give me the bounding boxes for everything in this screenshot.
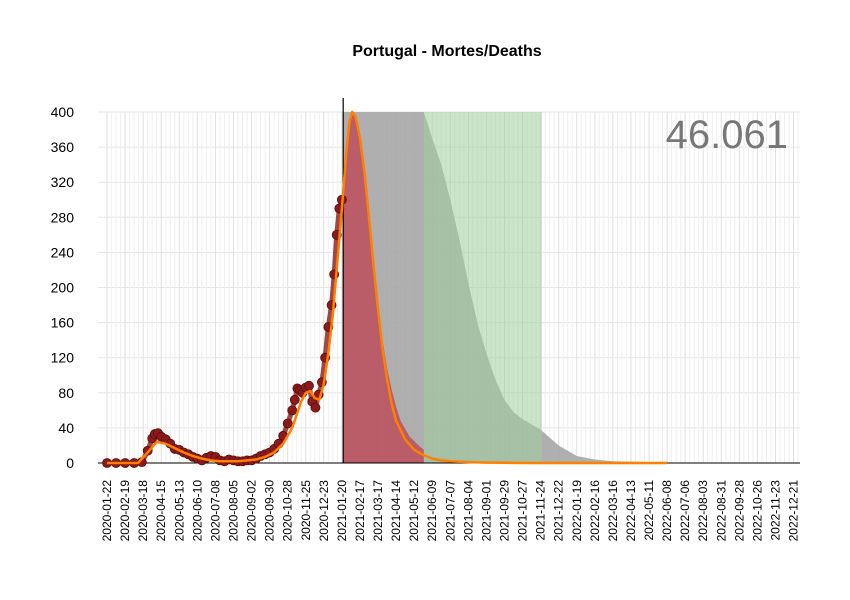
- y-tick-label: 400: [51, 104, 75, 120]
- x-tick-label: 2022-09-28: [732, 480, 746, 542]
- y-tick-label: 320: [51, 174, 75, 190]
- x-tick-label: 2022-06-08: [660, 480, 674, 542]
- x-tick-label: 2021-04-14: [389, 480, 403, 542]
- red-projection-band: [343, 112, 424, 463]
- x-tick-label: 2020-02-19: [118, 480, 132, 542]
- y-tick-label: 240: [51, 244, 75, 260]
- x-tick-label: 2020-05-13: [172, 480, 186, 542]
- observed-point: [310, 402, 321, 413]
- x-tick-label: 2021-05-12: [407, 480, 421, 542]
- x-tick-label: 2021-03-17: [371, 480, 385, 542]
- x-tick-label: 2020-06-10: [190, 480, 204, 542]
- x-tick-label: 2022-12-21: [787, 480, 801, 542]
- x-tick-label: 2021-09-01: [479, 480, 493, 542]
- y-tick-label: 0: [66, 455, 74, 471]
- observed-point: [304, 380, 314, 391]
- observed-point: [289, 394, 300, 405]
- x-tick-label: 2022-08-31: [714, 480, 728, 542]
- projection-bands: [343, 112, 668, 463]
- x-tick-label: 2022-02-16: [588, 480, 602, 542]
- green-projection-band: [423, 112, 542, 463]
- series-layer: [102, 110, 668, 468]
- x-tick-label: 2020-07-08: [208, 480, 222, 542]
- x-tick-label: 2020-09-30: [263, 480, 277, 542]
- x-tick-label: 2020-04-15: [154, 480, 168, 542]
- y-tick-label: 280: [51, 209, 75, 225]
- x-tick-label: 2022-04-13: [624, 480, 638, 542]
- y-tick-label: 120: [51, 350, 75, 366]
- x-tick-label: 2021-12-22: [552, 480, 566, 542]
- x-tick-label: 2021-11-24: [534, 480, 548, 541]
- y-tick-label: 160: [51, 315, 75, 331]
- x-tick-label: 2022-10-26: [750, 480, 764, 542]
- fit-line: [107, 110, 668, 465]
- axes-layer: [98, 98, 800, 464]
- observed-point: [287, 405, 298, 416]
- x-tick-label: 2022-11-23: [768, 480, 782, 541]
- x-tick-label: 2021-07-07: [443, 480, 457, 542]
- x-tick-label: 2022-07-06: [678, 480, 692, 542]
- y-tick-label: 80: [58, 385, 74, 401]
- chart-title: Portugal - Mortes/Deaths: [352, 43, 541, 60]
- tick-labels: 0 40 80 120 160 200 240 280 320 360 400 2020-01-22 2…: [51, 104, 801, 541]
- x-tick-label: 2020-08-05: [226, 480, 240, 542]
- y-tick-label: 200: [51, 280, 75, 296]
- x-tick-label: 2021-02-17: [353, 480, 367, 542]
- x-tick-label: 2020-10-28: [281, 480, 295, 542]
- x-tick-label: 2020-03-18: [136, 480, 150, 542]
- x-tick-label: 2022-03-16: [606, 480, 620, 542]
- x-tick-label: 2021-09-29: [497, 480, 511, 542]
- x-tick-label: 2021-06-09: [425, 480, 439, 542]
- x-tick-label: 2021-10-27: [516, 480, 530, 542]
- observed-point: [282, 418, 293, 429]
- y-tick-label: 40: [58, 420, 74, 436]
- x-tick-label: 2022-08-03: [696, 480, 710, 542]
- x-tick-label: 2021-08-04: [461, 480, 475, 542]
- x-tick-label: 2020-01-22: [100, 480, 114, 542]
- x-tick-label: 2022-01-19: [570, 480, 584, 542]
- y-tick-label: 360: [51, 139, 75, 155]
- total-deaths-annotation: 46.061: [666, 113, 788, 157]
- x-tick-label: 2021-01-20: [335, 480, 349, 542]
- x-tick-label: 2020-12-23: [317, 480, 331, 542]
- x-tick-label: 2022-05-11: [642, 480, 656, 541]
- x-tick-label: 2020-09-02: [245, 480, 259, 542]
- x-tick-label: 2020-11-25: [299, 480, 313, 541]
